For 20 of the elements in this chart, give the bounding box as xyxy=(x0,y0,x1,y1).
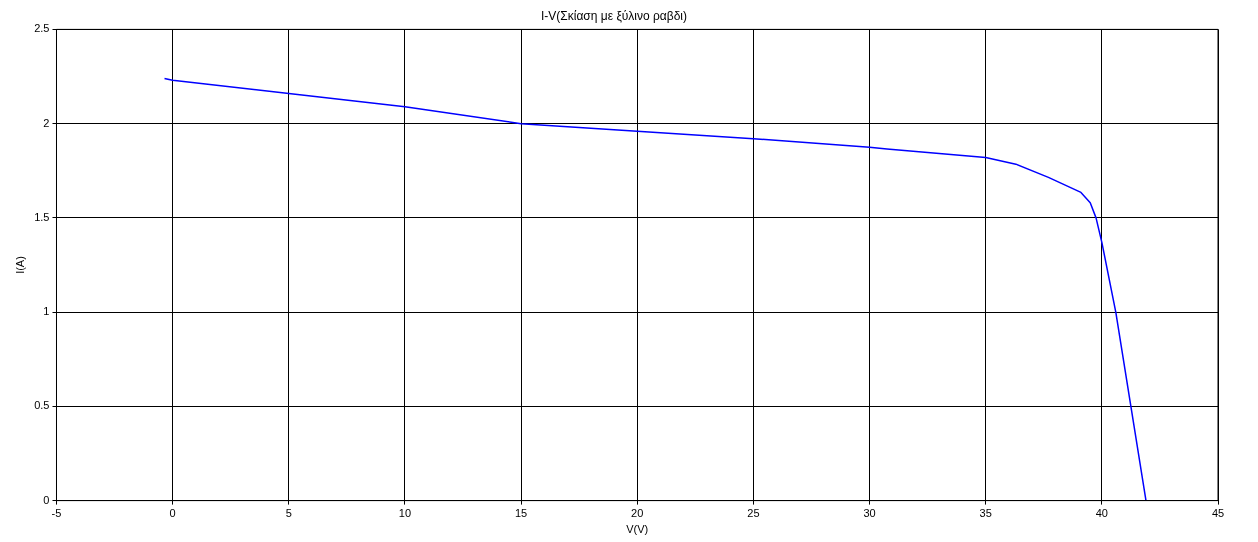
chart-title: I-V(Σκίαση με ξύλινο ραβδι) xyxy=(541,8,687,23)
x-tick-label: 35 xyxy=(979,507,992,520)
x-tick-label: 30 xyxy=(863,507,876,520)
y-tick-label: 1.5 xyxy=(34,210,50,223)
y-tick-label: 0.5 xyxy=(34,399,50,412)
x-axis-title: V(V) xyxy=(626,523,649,536)
x-tick-label: 5 xyxy=(285,507,292,520)
x-tick-label: 40 xyxy=(1095,507,1108,520)
y-tick-label: 0 xyxy=(43,493,50,506)
x-tick-label: -5 xyxy=(51,507,62,520)
x-tick-label: 15 xyxy=(514,507,528,520)
x-tick-label: 25 xyxy=(747,507,760,520)
y-tick-label: 2.5 xyxy=(34,22,50,35)
x-tick-label: 10 xyxy=(398,507,412,520)
y-tick-label: 1 xyxy=(43,305,50,318)
x-tick-label: 45 xyxy=(1211,507,1225,520)
x-tick-label: 20 xyxy=(631,507,644,520)
y-tick-label: 2 xyxy=(43,116,50,129)
x-tick-label: 0 xyxy=(169,507,176,520)
y-axis-title: I(A) xyxy=(13,256,26,274)
